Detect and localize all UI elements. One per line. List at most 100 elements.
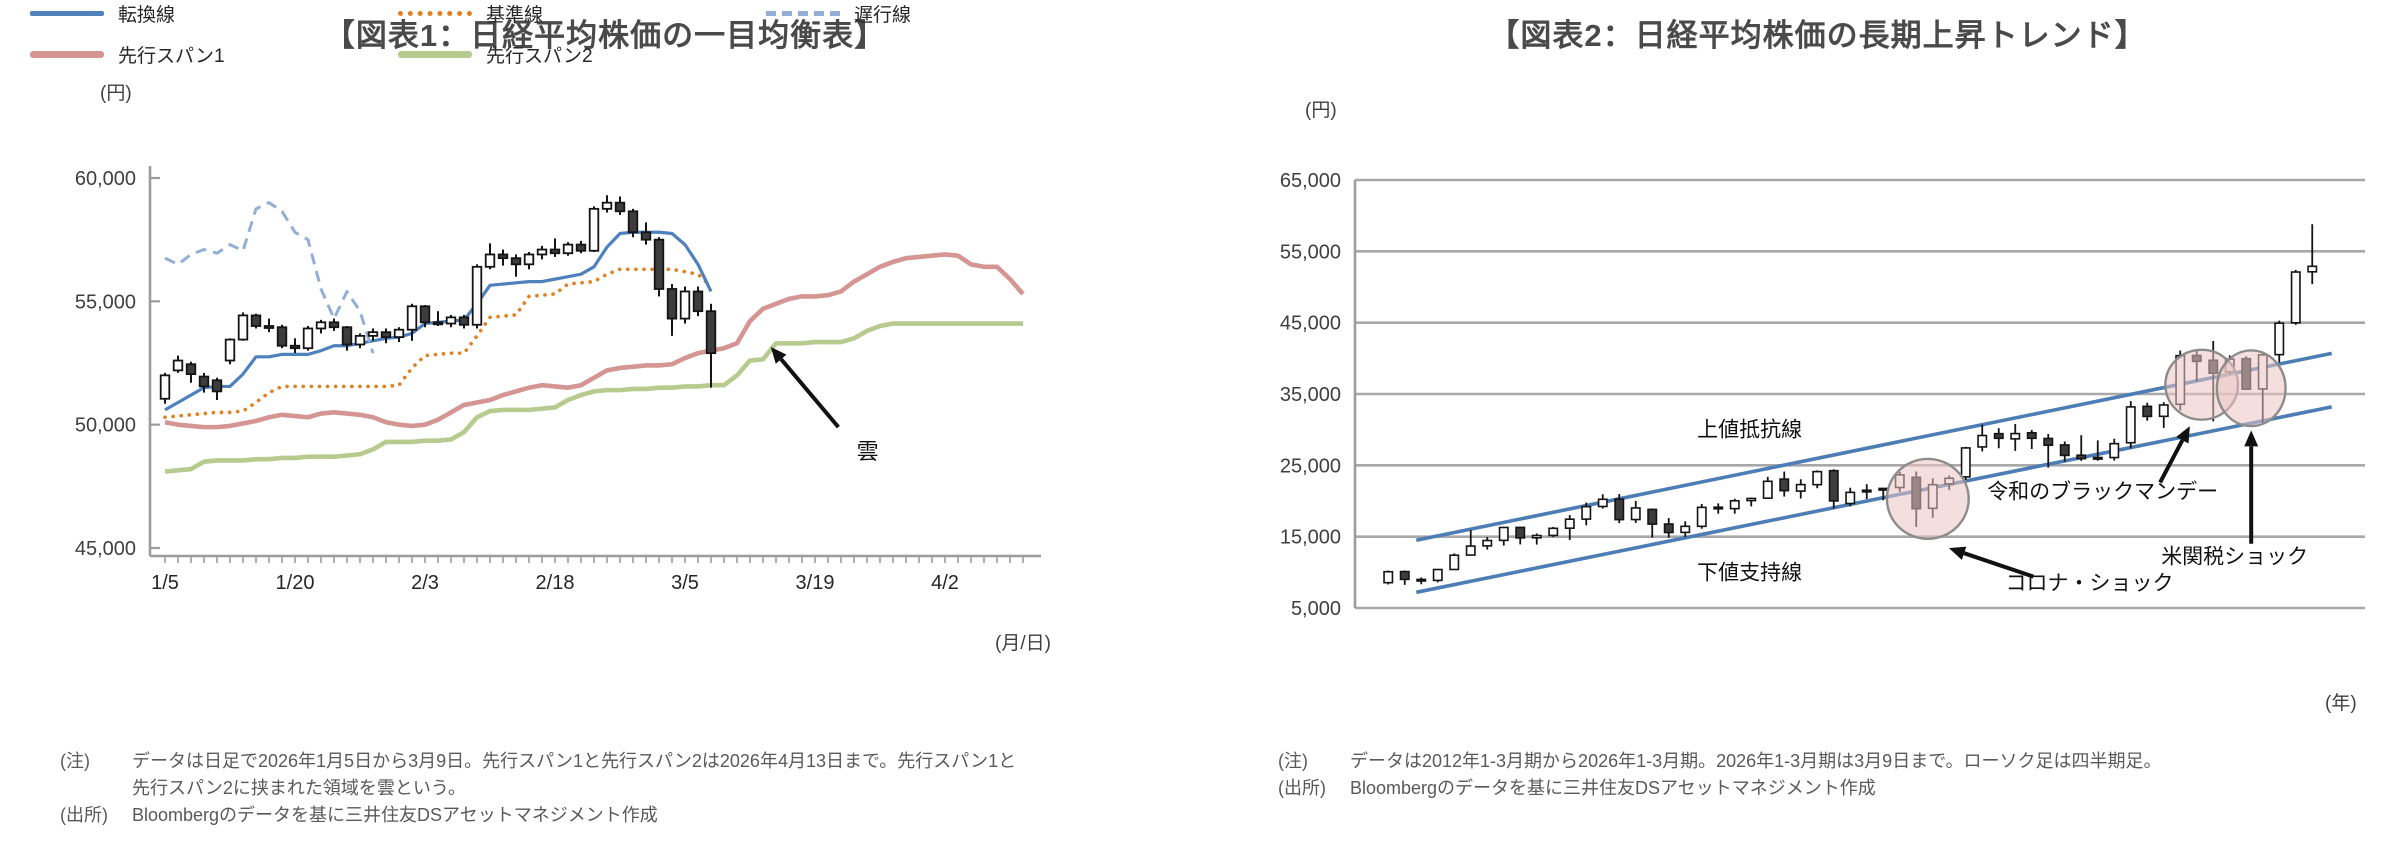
candle-body bbox=[2158, 404, 2169, 418]
candle-body bbox=[341, 326, 353, 346]
candle-body bbox=[172, 359, 184, 372]
candle-body bbox=[328, 321, 340, 329]
candle-body bbox=[588, 207, 600, 252]
x-tick-label: 3/19 bbox=[796, 572, 835, 594]
legend-label: 先行スパン2 bbox=[486, 46, 593, 67]
candle-body bbox=[705, 310, 717, 355]
candle-body bbox=[458, 316, 470, 326]
candle-body bbox=[419, 305, 431, 324]
figure2-notes: (注) データは2012年1-3月期から2026年1-3月期。2026年1-3月… bbox=[1278, 748, 2378, 802]
candle-body bbox=[536, 248, 548, 256]
candle-body bbox=[1515, 526, 1526, 539]
candle-body bbox=[289, 344, 301, 350]
legend-item-0: 転換線 bbox=[30, 0, 398, 27]
note-label: (注) bbox=[1278, 751, 1308, 771]
candle-body bbox=[1696, 506, 1707, 528]
senkou-span1-line bbox=[164, 252, 1025, 430]
sw-solid-blue-swatch bbox=[30, 11, 104, 16]
annotation-arrow bbox=[1948, 546, 2035, 579]
arrow-head bbox=[2176, 426, 2190, 444]
candle-body bbox=[237, 314, 249, 341]
candle-body bbox=[2076, 454, 2087, 460]
candle-body bbox=[1597, 498, 1608, 508]
candle-body bbox=[1680, 525, 1691, 534]
note-text: データは2012年1-3月期から2026年1-3月期。2026年1-3月期は3月… bbox=[1350, 751, 2162, 771]
figure2-x-unit: (年) bbox=[2325, 693, 2357, 714]
figure1-legend: 転換線 基準線 遅行線先行スパン1 先行スパン2 bbox=[30, 0, 911, 68]
candle-body bbox=[2010, 432, 2021, 440]
candle-body bbox=[601, 201, 613, 210]
legend-item-3: 先行スパン1 bbox=[30, 41, 398, 68]
candle-body bbox=[653, 238, 665, 290]
x-tick-label: 1/20 bbox=[276, 572, 315, 594]
sw-thick-red-swatch bbox=[30, 51, 104, 58]
ichimoku-lines bbox=[163, 201, 1025, 474]
figure1-x-unit: (月/日) bbox=[995, 633, 1051, 654]
candle-body bbox=[1531, 534, 1542, 539]
candle-body bbox=[549, 248, 561, 255]
annotation-label: 上値抵抗線 bbox=[1697, 419, 1802, 442]
y-tick-label: 25,000 bbox=[1280, 455, 1341, 477]
annotation-label: 令和のブラックマンデー bbox=[1987, 481, 2218, 504]
figure2-title: 【図表2：日経平均株価の長期上昇トレンド】 bbox=[1488, 18, 2147, 53]
candle-body bbox=[445, 316, 457, 325]
y-tick-label: 55,000 bbox=[75, 291, 136, 313]
source-label: (出所) bbox=[1278, 778, 1326, 798]
trend-chart: 5,000 15,000 25,000 35,000 45,000 55,000 65,00… bbox=[1280, 170, 2365, 620]
y-tick-label: 50,000 bbox=[75, 415, 136, 437]
candle-body bbox=[1614, 498, 1625, 521]
candle-body bbox=[1548, 527, 1559, 537]
x-tick-label: 4/2 bbox=[931, 572, 959, 594]
cloud-arrow bbox=[770, 346, 840, 429]
y-tick-label: 45,000 bbox=[75, 538, 136, 560]
legend-label: 先行スパン1 bbox=[118, 46, 225, 67]
candle-body bbox=[1564, 518, 1575, 529]
legend-label: 基準線 bbox=[486, 5, 544, 26]
candle-body bbox=[1795, 483, 1806, 492]
annotation-label: 下値支持線 bbox=[1697, 561, 1802, 584]
legend-item-2: 遅行線 bbox=[766, 0, 911, 27]
arrow-shaft bbox=[779, 357, 840, 429]
candle-body bbox=[1498, 526, 1509, 542]
candle-body bbox=[2043, 437, 2054, 447]
candle-body bbox=[1977, 434, 1988, 448]
candle-body bbox=[393, 328, 405, 339]
candle-body bbox=[406, 305, 418, 331]
candle-body bbox=[1878, 487, 1889, 491]
candle-body bbox=[510, 257, 522, 266]
annotation-arrow bbox=[2244, 430, 2259, 544]
candle-body bbox=[302, 327, 314, 350]
y-tick-label: 60,000 bbox=[75, 168, 136, 190]
x-tick-label: 1/5 bbox=[151, 572, 179, 594]
candle-body bbox=[2290, 271, 2301, 324]
y-tick-label: 65,000 bbox=[1280, 170, 1341, 192]
candle-body bbox=[159, 374, 171, 400]
candle-body bbox=[2059, 444, 2070, 457]
candle-body bbox=[1647, 508, 1658, 525]
candle-body bbox=[1845, 491, 1856, 505]
figure1-source-row: (出所) Bloombergのデータを基に三井住友DSアセットマネジメント作成 bbox=[60, 802, 1165, 829]
figure2-note-row: (注) データは2012年1-3月期から2026年1-3月期。2026年1-3月… bbox=[1278, 748, 2378, 775]
candle-body bbox=[2109, 442, 2120, 459]
candle-body bbox=[1713, 506, 1724, 510]
annotation-label: コロナ・ショック bbox=[2006, 572, 2174, 595]
candle-body bbox=[185, 363, 197, 376]
candle-body bbox=[1861, 489, 1872, 493]
figure1-note-row: (注) データは日足で2026年1月5日から3月9日。先行スパン1と先行スパン2… bbox=[60, 748, 1165, 802]
y-tick-label: 55,000 bbox=[1280, 241, 1341, 263]
candle-body bbox=[497, 253, 509, 260]
candle-body bbox=[1432, 568, 1443, 582]
y-tick-label: 45,000 bbox=[1280, 313, 1341, 335]
chikou-line bbox=[164, 201, 375, 354]
source-label: (出所) bbox=[60, 805, 108, 825]
candle-body bbox=[1399, 570, 1410, 581]
legend-item-1: 基準線 bbox=[398, 0, 766, 27]
ichimoku-chart: 45,000 50,000 55,000 60,000 1/5 1/20 2/3 2/18 3/… bbox=[75, 166, 1041, 594]
candle-body bbox=[692, 290, 704, 313]
axes: 121314151617181920212223242526 bbox=[1353, 180, 1357, 608]
candle-body bbox=[224, 338, 236, 362]
candle-body bbox=[2125, 406, 2136, 444]
x-tick-label: 2/3 bbox=[411, 572, 439, 594]
figure1-title: 【図表1：日経平均株価の一目均衡表】 bbox=[323, 18, 887, 53]
candle-body bbox=[562, 243, 574, 255]
